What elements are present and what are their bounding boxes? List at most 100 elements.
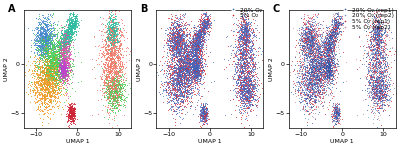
Point <box>309 83 316 86</box>
Point <box>235 52 242 54</box>
Point <box>46 73 52 75</box>
Point <box>325 75 331 78</box>
Point <box>174 77 180 79</box>
Point <box>301 83 308 86</box>
Point <box>197 95 204 98</box>
Point <box>48 33 55 36</box>
Point <box>307 77 313 79</box>
Point <box>245 88 251 91</box>
Point <box>239 33 246 35</box>
Point <box>307 81 313 83</box>
Point <box>300 103 307 105</box>
Point <box>300 50 306 52</box>
Point <box>109 72 116 74</box>
Point <box>68 19 75 21</box>
Point <box>42 55 48 57</box>
Point <box>111 22 118 24</box>
Point <box>243 95 250 97</box>
Point <box>320 66 326 68</box>
Point <box>246 35 252 37</box>
Point <box>238 16 244 19</box>
Point <box>40 28 47 30</box>
Point <box>311 83 318 86</box>
Point <box>192 56 198 59</box>
Point <box>196 46 203 49</box>
Point <box>307 70 314 73</box>
Point <box>109 78 116 80</box>
Point <box>322 69 329 72</box>
Point <box>94 45 101 47</box>
Point <box>69 58 75 61</box>
Point <box>234 69 240 71</box>
Point <box>48 90 54 93</box>
Point <box>314 60 320 63</box>
Point <box>62 45 68 47</box>
Point <box>365 17 372 20</box>
Point <box>108 91 114 93</box>
Point <box>250 63 256 65</box>
Point <box>107 31 114 33</box>
Point <box>172 48 178 50</box>
Point <box>67 23 73 25</box>
Point <box>185 67 191 70</box>
Point <box>321 76 327 78</box>
Point <box>240 35 246 37</box>
Point <box>68 107 74 109</box>
Point <box>187 83 193 85</box>
Point <box>239 93 245 96</box>
Point <box>374 96 381 99</box>
Point <box>63 63 69 65</box>
Point <box>332 17 338 19</box>
Point <box>316 54 323 56</box>
Point <box>60 63 67 65</box>
Point <box>380 71 387 73</box>
Point <box>175 106 182 109</box>
Point <box>299 72 305 75</box>
Point <box>180 76 186 79</box>
Point <box>57 63 63 65</box>
Point <box>309 50 316 53</box>
Point <box>58 48 65 50</box>
Point <box>49 56 56 58</box>
Point <box>107 71 114 74</box>
Point <box>72 110 78 113</box>
Point <box>42 34 48 37</box>
Point <box>68 123 74 125</box>
Point <box>202 15 208 17</box>
Point <box>243 76 250 79</box>
Point <box>41 32 48 35</box>
Point <box>106 69 112 72</box>
Point <box>197 82 203 85</box>
Point <box>334 33 341 35</box>
Point <box>175 95 182 97</box>
Point <box>114 106 120 109</box>
Point <box>48 99 54 101</box>
Point <box>188 78 194 81</box>
Point <box>328 33 334 36</box>
Point <box>179 34 186 36</box>
Point <box>69 65 76 67</box>
Point <box>34 47 41 50</box>
Point <box>243 97 250 99</box>
Point <box>38 31 45 34</box>
Point <box>37 106 43 108</box>
Point <box>386 84 393 87</box>
Point <box>119 84 125 87</box>
Point <box>204 30 211 32</box>
Point <box>324 68 331 70</box>
Point <box>313 59 320 62</box>
Point <box>52 53 58 56</box>
Point <box>194 55 201 57</box>
Point <box>331 39 338 41</box>
Point <box>58 61 65 64</box>
Point <box>52 73 58 76</box>
Point <box>250 65 257 67</box>
Point <box>60 71 67 73</box>
Point <box>43 35 50 37</box>
Point <box>379 90 385 92</box>
Point <box>195 32 201 35</box>
Point <box>187 74 193 76</box>
Point <box>197 50 204 53</box>
Point <box>36 36 42 39</box>
Point <box>310 65 316 68</box>
